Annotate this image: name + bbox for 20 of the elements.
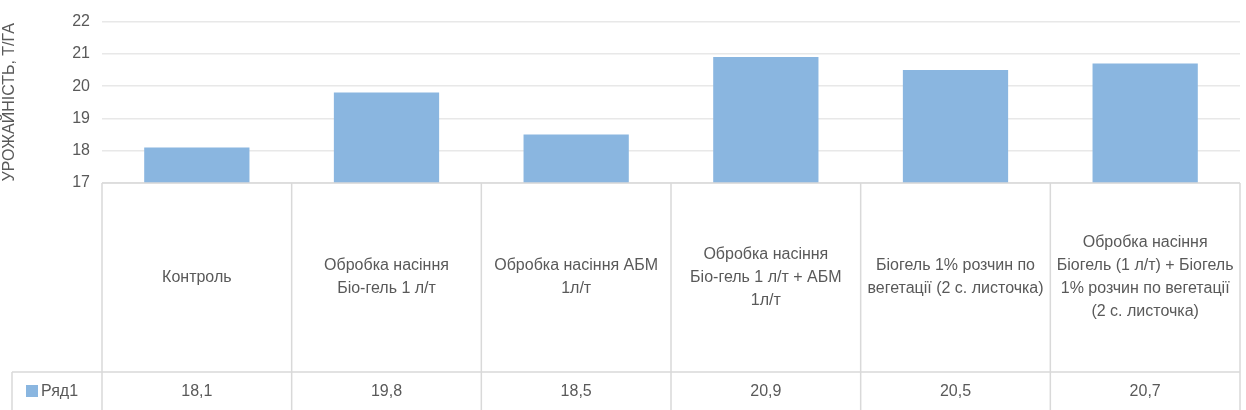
x-tick-label: Обробка насіння Біо-гель 1 л/т [324,256,449,297]
x-tick-label: Обробка насіння Біо-гель 1 л/т + АБМ 1л/т [690,244,842,308]
y-tick-label: 18 [72,141,91,159]
y-axis-title: УРОЖАЙНІСТЬ, Т/ГА [0,22,18,182]
x-tick-label: Обробка насіння Біогель (1 л/т) + Біогель 1% розчин по вегетації (2 с. листочка) [1056,233,1234,320]
x-tick-label: Біогель 1% розчин по вегетації (2 с. листочка) [867,256,1044,297]
y-tick-label: 17 [72,173,91,191]
legend-label: Ряд1 [41,382,79,400]
data-label: 19,8 [370,382,403,400]
y-tick-label: 22 [72,12,91,30]
data-label: 18,5 [560,382,592,400]
data-label: 20,7 [1129,382,1161,400]
x-tick-label: Обробка насіння АБМ 1л/т [494,256,659,297]
data-label: 20,5 [939,382,972,400]
y-tick-label: 21 [72,44,91,62]
x-tick-label: Контроль [162,267,232,285]
y-tick-label: 19 [72,108,91,126]
y-tick-label: 20 [72,76,91,94]
data-label: 20,9 [750,382,782,400]
data-label: 18,1 [181,382,213,400]
